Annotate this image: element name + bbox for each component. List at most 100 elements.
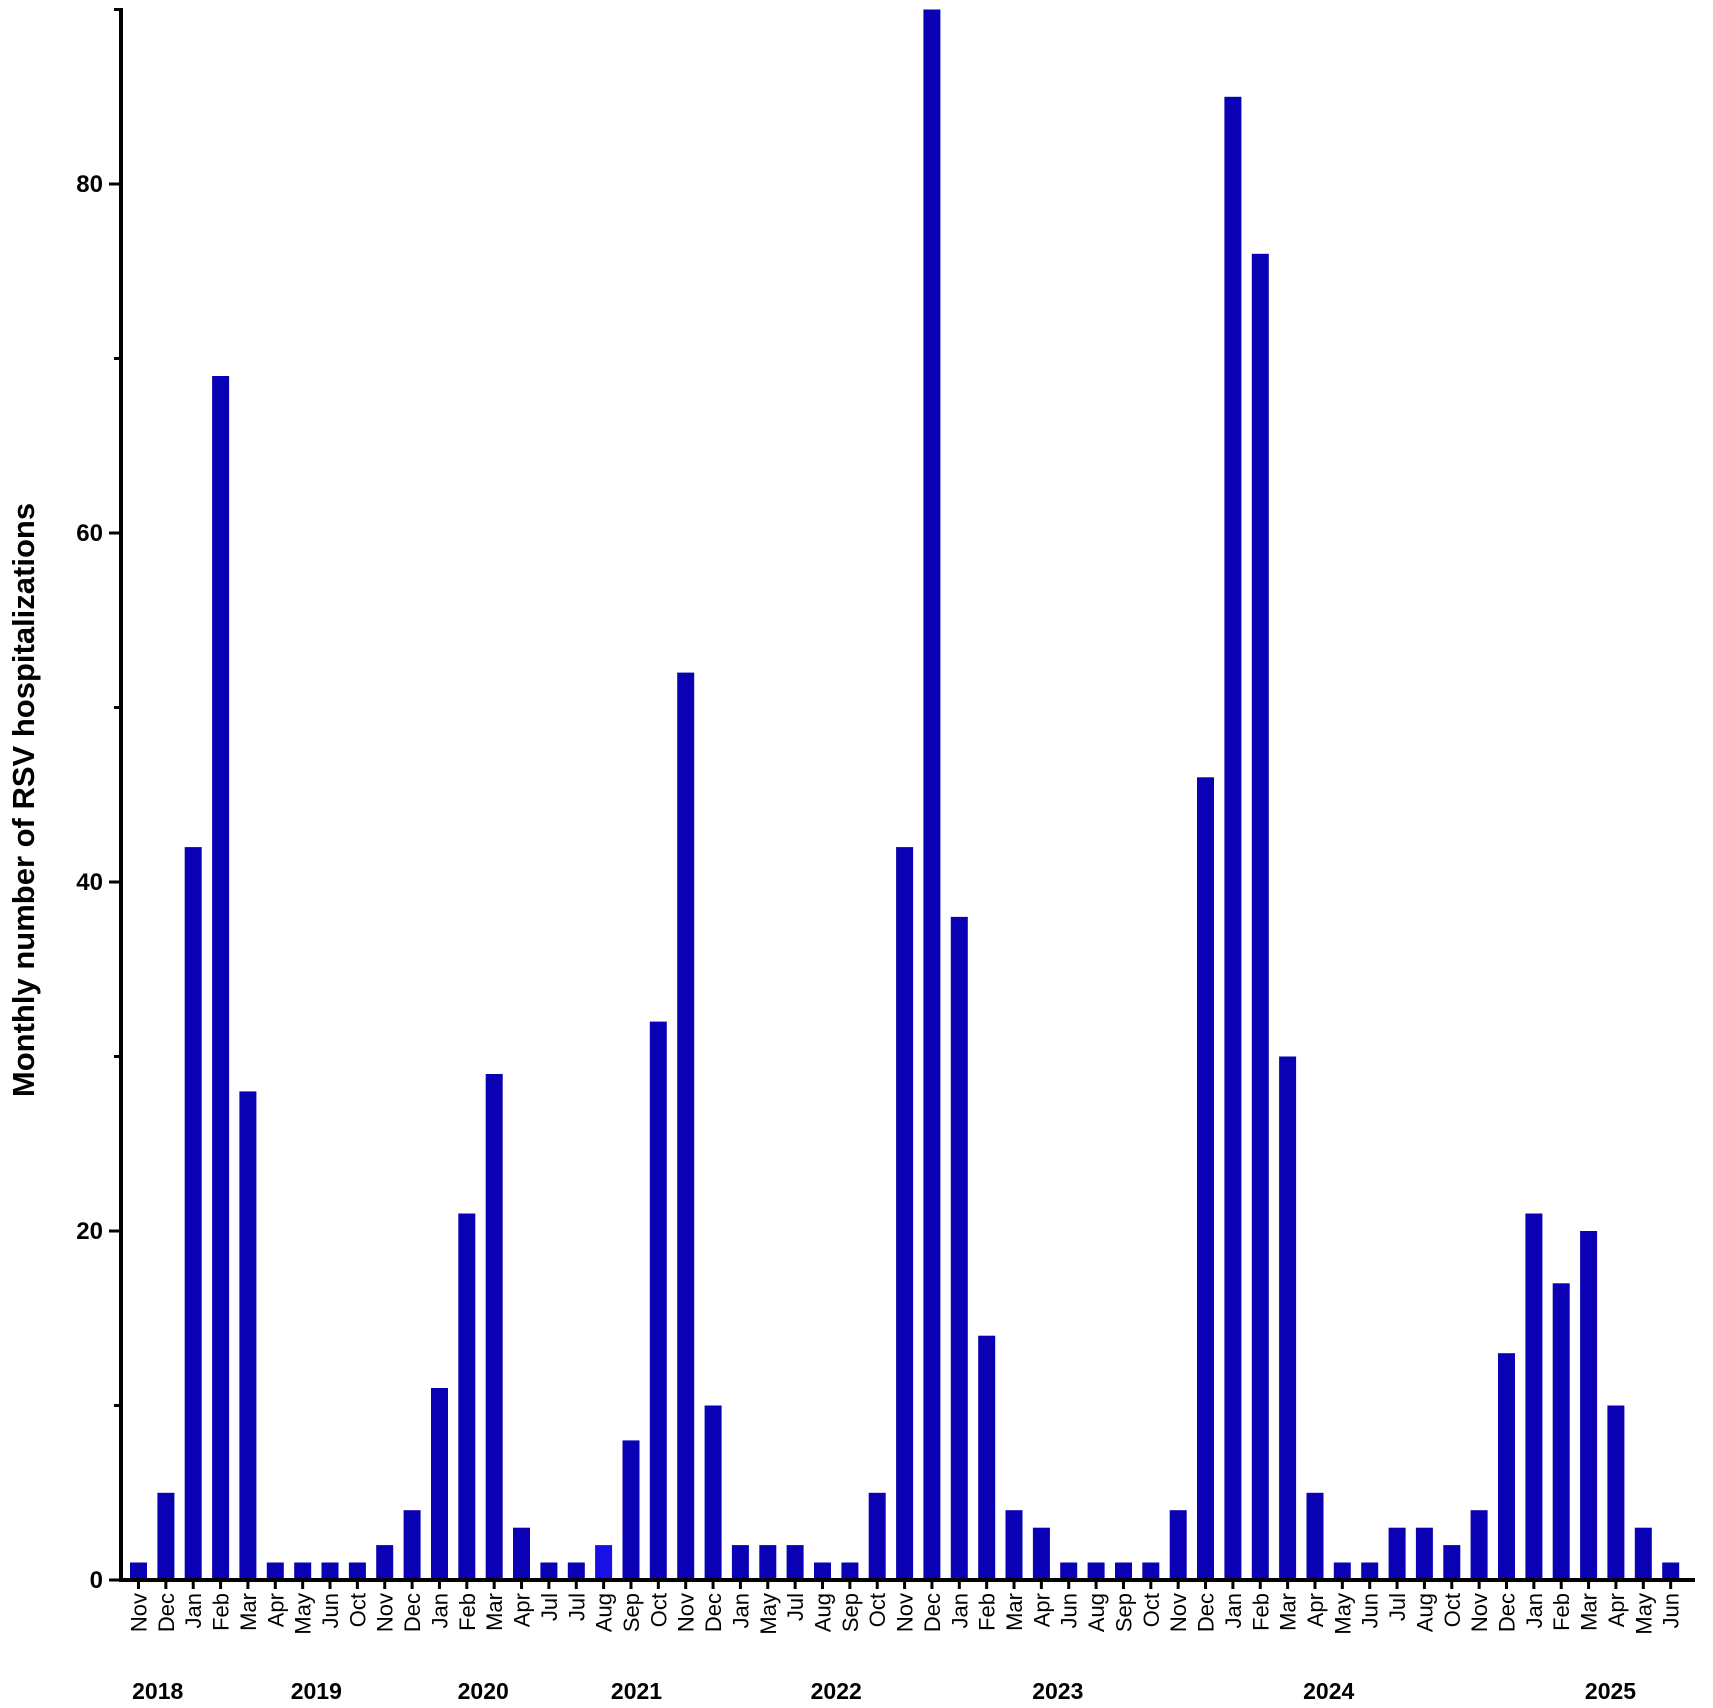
x-tick-label: Jul — [537, 1593, 562, 1621]
x-tick-label: Aug — [592, 1593, 617, 1632]
bar — [1251, 253, 1269, 1580]
bar — [130, 1562, 147, 1580]
x-tick-label: Jun — [1659, 1593, 1684, 1628]
bar — [1361, 1562, 1379, 1580]
x-tick-label: Aug — [1084, 1593, 1109, 1632]
x-tick-label: Oct — [1139, 1593, 1164, 1627]
bar — [1279, 1056, 1297, 1580]
bar — [376, 1545, 394, 1580]
x-tick-label: Apr — [1303, 1593, 1328, 1627]
x-tick-label: Feb — [455, 1593, 480, 1631]
bar — [1142, 1562, 1160, 1580]
x-tick-label: Dec — [400, 1593, 425, 1632]
x-tick-label: Dec — [1495, 1593, 1520, 1632]
bar — [458, 1213, 476, 1580]
x-tick-label: Jun — [1358, 1593, 1383, 1628]
x-axis-ticks: Nov Dec Jan Feb Mar Apr May Jun Oct Nov Dec Jan Feb M… — [127, 1580, 1684, 1635]
x-tick-label: Sep — [838, 1593, 863, 1632]
bar — [540, 1562, 558, 1580]
bar — [950, 916, 968, 1580]
x-tick-label: Nov — [373, 1593, 398, 1632]
bar — [1224, 96, 1242, 1581]
year-label: 2024 — [1303, 1678, 1354, 1704]
bar — [1169, 1510, 1187, 1580]
x-tick-label: Sep — [1112, 1593, 1137, 1632]
year-label: 2018 — [132, 1678, 183, 1704]
x-tick-label: Nov — [674, 1593, 699, 1632]
bar — [266, 1562, 284, 1580]
x-tick-label: Mar — [1577, 1593, 1602, 1631]
x-tick-label: Mar — [1276, 1593, 1301, 1631]
year-label: 2021 — [611, 1678, 662, 1704]
x-tick-label: May — [756, 1593, 781, 1635]
x-tick-label: Dec — [154, 1593, 179, 1632]
x-tick-label: Aug — [811, 1593, 836, 1632]
y-tick-label: 0 — [90, 1567, 103, 1594]
x-tick-label: Apr — [1029, 1593, 1054, 1627]
x-tick-label: Oct — [646, 1593, 671, 1627]
bar — [184, 847, 202, 1580]
bar — [677, 672, 695, 1580]
bar — [1443, 1545, 1461, 1580]
x-tick-label: Mar — [1002, 1593, 1027, 1631]
bar — [485, 1074, 503, 1580]
bar — [294, 1562, 312, 1580]
x-tick-label: Jan — [1522, 1593, 1547, 1628]
x-tick-label: Dec — [1194, 1593, 1219, 1632]
bar — [1388, 1527, 1406, 1580]
x-tick-label: Nov — [1166, 1593, 1191, 1632]
x-tick-label: Apr — [510, 1593, 535, 1627]
bar — [814, 1562, 831, 1580]
year-label: 2025 — [1585, 1678, 1636, 1704]
x-tick-label: Feb — [209, 1593, 234, 1631]
x-tick-label: Jan — [428, 1593, 453, 1628]
x-tick-label: Apr — [1604, 1593, 1629, 1627]
x-tick-label: Mar — [482, 1593, 507, 1631]
year-labels: 2018 2019 2020 2021 2022 2023 2024 2025 — [132, 1678, 1636, 1704]
bar — [1087, 1562, 1105, 1580]
year-label: 2022 — [811, 1678, 862, 1704]
bar — [403, 1510, 421, 1580]
bar — [923, 9, 941, 1580]
bar — [868, 1492, 886, 1581]
bar — [1032, 1527, 1050, 1580]
x-tick-label: Jun — [1057, 1593, 1082, 1628]
bar — [1525, 1213, 1543, 1580]
bar — [1580, 1231, 1598, 1580]
x-tick-label: Nov — [893, 1593, 918, 1632]
bar — [1005, 1510, 1023, 1580]
x-tick-label: May — [291, 1593, 316, 1635]
bar — [212, 376, 230, 1580]
bar — [896, 847, 914, 1580]
bar — [431, 1388, 448, 1580]
bar — [1197, 777, 1214, 1580]
bar — [1498, 1353, 1515, 1580]
x-tick-label: Jan — [728, 1593, 753, 1628]
bar — [622, 1440, 640, 1580]
bar — [1306, 1492, 1324, 1581]
y-axis-label: Monthly number of RSV hospitalizations — [6, 503, 41, 1097]
x-tick-label: Jan — [1221, 1593, 1246, 1628]
year-label: 2019 — [291, 1678, 342, 1704]
x-tick-label: Feb — [1549, 1593, 1574, 1631]
x-tick-label: Jan — [947, 1593, 972, 1628]
bar — [841, 1562, 859, 1580]
year-label: 2020 — [458, 1678, 509, 1704]
y-tick-label: 60 — [76, 520, 103, 547]
x-tick-label: Apr — [263, 1593, 288, 1627]
y-tick-label: 80 — [76, 171, 103, 198]
bar — [649, 1021, 667, 1580]
bar — [1607, 1405, 1625, 1580]
x-tick-label: Nov — [127, 1593, 152, 1632]
x-tick-label: Dec — [701, 1593, 726, 1632]
bar — [978, 1335, 996, 1580]
x-tick-label: May — [1330, 1593, 1355, 1635]
x-tick-label: Oct — [1440, 1593, 1465, 1627]
bar — [1415, 1527, 1433, 1580]
y-tick-label: 40 — [76, 869, 103, 896]
bar — [1115, 1562, 1132, 1580]
bar — [513, 1527, 530, 1580]
x-tick-label: Jul — [783, 1593, 808, 1621]
bar — [1470, 1510, 1488, 1580]
